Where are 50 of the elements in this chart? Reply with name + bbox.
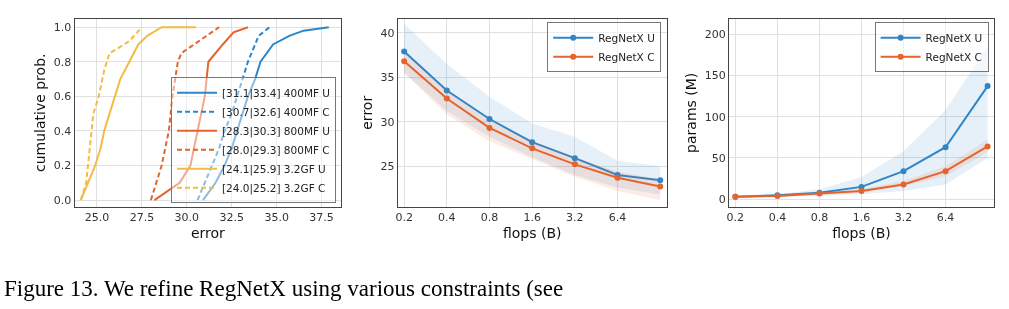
- x-tick-label: 32.5: [219, 211, 244, 225]
- x-tick-label: 0.2: [726, 211, 745, 225]
- legend-label: RegNetX U: [925, 31, 983, 44]
- x-tick-label: 6.4: [608, 211, 627, 225]
- x-tick-label: 27.5: [129, 211, 155, 225]
- x-axis-title: flops (B): [502, 224, 562, 241]
- x-tick-label: 30.0: [174, 211, 200, 225]
- y-axis-title: error: [359, 95, 375, 130]
- y-tick-label: 40: [380, 26, 395, 40]
- legend-label: RegNetX C: [598, 50, 655, 63]
- legend-label: RegNetX C: [925, 50, 982, 63]
- y-axis-title: params (M): [683, 72, 700, 153]
- legend-label: [31.1|33.4] 400MF U: [222, 86, 331, 100]
- x-tick-label: 1.6: [523, 211, 541, 225]
- x-axis-title: flops (B): [832, 224, 891, 241]
- x-tick-label: 0.4: [438, 211, 456, 225]
- x-tick-label: 25.0: [84, 211, 110, 225]
- y-tick-label: 200: [704, 27, 726, 41]
- y-tick-label: 1.0: [53, 21, 72, 35]
- y-tick-label: 35: [380, 71, 395, 85]
- y-tick-label: 0: [718, 193, 726, 207]
- x-tick-label: 0.2: [395, 211, 413, 225]
- y-tick-label: 150: [704, 69, 726, 83]
- y-tick-label: 50: [711, 151, 726, 165]
- x-tick-label: 3.2: [894, 211, 913, 225]
- legend-label: [28.3|30.3] 800MF U: [222, 124, 331, 138]
- x-tick-label: 1.6: [852, 211, 871, 225]
- legend-label: [30.7|32.6] 400MF C: [222, 105, 330, 119]
- legend-label: RegNetX U: [598, 31, 655, 44]
- caption: Figure 13. We refine RegNetX using various constraints (see: [4, 276, 564, 301]
- y-tick-label: 100: [704, 110, 726, 124]
- x-tick-label: 0.8: [810, 211, 829, 225]
- x-tick-label: 37.5: [309, 211, 334, 225]
- x-tick-label: 0.8: [480, 211, 499, 225]
- x-axis-title: error: [190, 224, 226, 241]
- legend-label: [28.0|29.3] 800MF C: [222, 143, 330, 157]
- legend-label: [24.0|25.2] 3.2GF C: [222, 181, 326, 195]
- x-tick-label: 35.0: [264, 211, 289, 225]
- y-tick-label: 0.4: [53, 124, 72, 138]
- y-tick-label: 0.2: [53, 159, 72, 173]
- x-tick-label: 3.2: [566, 211, 584, 225]
- y-tick-label: 0.8: [53, 55, 72, 69]
- legend-label: [24.1|25.9] 3.2GF U: [222, 162, 326, 176]
- y-tick-label: 0.0: [53, 193, 72, 207]
- y-tick-label: 0.6: [53, 90, 72, 104]
- y-tick-label: 25: [380, 159, 395, 173]
- x-tick-label: 6.4: [936, 211, 955, 225]
- y-tick-label: 30: [380, 115, 395, 129]
- y-axis-title: cumulative prob.: [32, 53, 49, 173]
- x-tick-label: 0.4: [768, 211, 787, 225]
